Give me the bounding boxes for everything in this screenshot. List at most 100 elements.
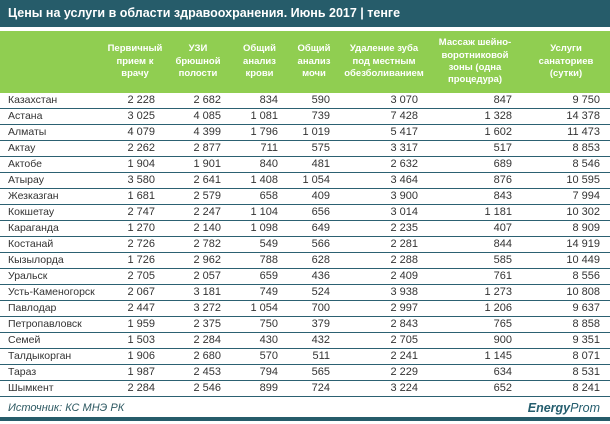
row-city: Тараз [0,364,105,381]
cell-value: 2 747 [105,204,165,221]
cell-value: 711 [231,140,288,157]
energy-bars-icon [523,401,524,415]
cell-value: 794 [231,364,288,381]
cell-value: 847 [428,93,522,109]
table-row: Актобе 1 904 1 901 840 481 2 632 689 8 546 [0,156,610,173]
cell-value: 1 681 [105,188,165,205]
cell-value: 1 054 [288,172,340,189]
cell-value: 2 680 [165,348,231,365]
cell-value: 761 [428,268,522,285]
cell-value: 575 [288,140,340,157]
prices-table: Первичный прием к врачу УЗИ брюшной полос… [0,31,610,397]
cell-value: 4 085 [165,108,231,125]
cell-value: 1 270 [105,220,165,237]
row-city: Казахстан [0,93,105,109]
column-header: Услуги санаториев (сутки) [522,31,610,93]
cell-value: 481 [288,156,340,173]
cell-value: 788 [231,252,288,269]
header-row: Первичный прием к врачу УЗИ брюшной полос… [0,31,610,93]
cell-value: 1 081 [231,108,288,125]
cell-value: 1 796 [231,124,288,141]
cell-value: 5 417 [340,124,428,141]
cell-value: 1 503 [105,332,165,349]
cell-value: 1 098 [231,220,288,237]
table-row: Кызылорда 1 726 2 962 788 628 2 288 585 10 449 [0,252,610,269]
cell-value: 2 247 [165,204,231,221]
cell-value: 844 [428,236,522,253]
column-header: УЗИ брюшной полости [165,31,231,93]
cell-value: 14 919 [522,236,610,253]
row-city: Усть-Каменогорск [0,284,105,301]
cell-value: 8 531 [522,364,610,381]
cell-value: 652 [428,380,522,397]
cell-value: 4 399 [165,124,231,141]
cell-value: 524 [288,284,340,301]
cell-value: 689 [428,156,522,173]
cell-value: 2 057 [165,268,231,285]
cell-value: 585 [428,252,522,269]
cell-value: 2 281 [340,236,428,253]
cell-value: 649 [288,220,340,237]
table-header: Первичный прием к врачу УЗИ брюшной полос… [0,31,610,93]
cell-value: 3 900 [340,188,428,205]
cell-value: 511 [288,348,340,365]
cell-value: 2 782 [165,236,231,253]
energyprom-logo: Energy Prom [523,401,600,415]
cell-value: 7 994 [522,188,610,205]
cell-value: 2 409 [340,268,428,285]
cell-value: 1 054 [231,300,288,317]
cell-value: 765 [428,316,522,333]
title-bar: Цены на услуги в области здравоохранения… [0,0,610,27]
row-city: Актау [0,140,105,157]
row-city: Кокшетау [0,204,105,221]
column-header: Общий анализ крови [231,31,288,93]
cell-value: 659 [231,268,288,285]
column-header: Общий анализ мочи [288,31,340,93]
row-city: Алматы [0,124,105,141]
cell-value: 8 071 [522,348,610,365]
cell-value: 843 [428,188,522,205]
cell-value: 2 641 [165,172,231,189]
row-city: Караганда [0,220,105,237]
cell-value: 3 070 [340,93,428,109]
cell-value: 9 351 [522,332,610,349]
cell-value: 2 284 [105,380,165,397]
row-city: Уральск [0,268,105,285]
cell-value: 2 235 [340,220,428,237]
cell-value: 3 014 [340,204,428,221]
cell-value: 1 181 [428,204,522,221]
cell-value: 436 [288,268,340,285]
table-row: Алматы 4 079 4 399 1 796 1 019 5 417 1 602 11 4… [0,124,610,141]
source-note: Источник: КС МНЭ РК [8,402,125,414]
table-row: Петропавловск 1 959 2 375 750 379 2 843 765 8 8… [0,316,610,333]
row-city: Семей [0,332,105,349]
cell-value: 834 [231,93,288,109]
cell-value: 1 726 [105,252,165,269]
cell-value: 8 556 [522,268,610,285]
divider [0,27,610,31]
cell-value: 739 [288,108,340,125]
cell-value: 3 317 [340,140,428,157]
cell-value: 409 [288,188,340,205]
cell-value: 3 580 [105,172,165,189]
cell-value: 565 [288,364,340,381]
cell-value: 2 877 [165,140,231,157]
cell-value: 3 938 [340,284,428,301]
table-row: Костанай 2 726 2 782 549 566 2 281 844 14 919 [0,236,610,253]
cell-value: 2 288 [340,252,428,269]
cell-value: 1 328 [428,108,522,125]
table-row: Казахстан 2 228 2 682 834 590 3 070 847 9 750 [0,93,610,109]
row-city: Костанай [0,236,105,253]
row-city: Астана [0,108,105,125]
table-row: Уральск 2 705 2 057 659 436 2 409 761 8 556 [0,268,610,285]
table-row: Караганда 1 270 2 140 1 098 649 2 235 407 8 909 [0,220,610,237]
table-body: Казахстан 2 228 2 682 834 590 3 070 847 9 750 Ас… [0,93,610,397]
cell-value: 570 [231,348,288,365]
cell-value: 2 241 [340,348,428,365]
table-row: Астана 3 025 4 085 1 081 739 7 428 1 328 14 378 [0,108,610,125]
cell-value: 2 726 [105,236,165,253]
table-row: Атырау 3 580 2 641 1 408 1 054 3 464 876 10 595 [0,172,610,189]
cell-value: 900 [428,332,522,349]
cell-value: 1 019 [288,124,340,141]
